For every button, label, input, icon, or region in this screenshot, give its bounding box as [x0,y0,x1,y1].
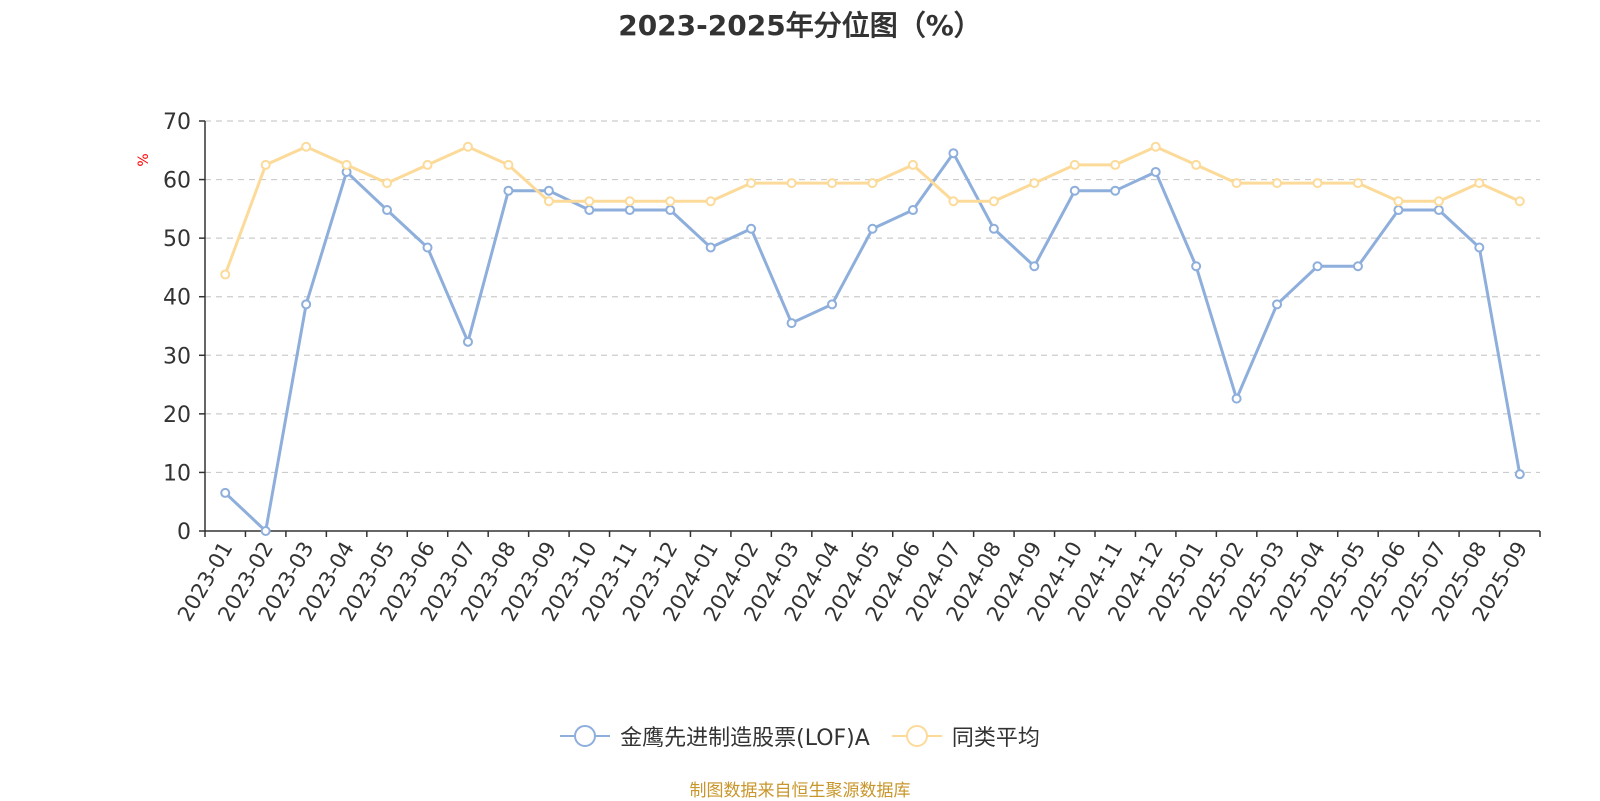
data-point[interactable] [1029,178,1040,189]
data-point[interactable] [341,159,352,170]
data-point[interactable] [1069,185,1080,196]
data-point[interactable] [382,178,393,189]
data-point[interactable] [907,159,918,170]
data-point[interactable] [705,196,716,207]
legend-label-fund: 金鹰先进制造股票(LOF)A [620,726,870,751]
legend-marker-average-icon [891,725,942,747]
axes [199,120,1541,537]
data-point[interactable] [624,205,635,216]
data-point[interactable] [1150,166,1161,177]
data-point[interactable] [543,185,554,196]
data-point[interactable] [220,487,231,498]
data-point[interactable] [1069,159,1080,170]
data-point[interactable] [988,223,999,234]
y-tick-label: 30 [163,344,191,369]
y-tick-label: 40 [163,286,191,311]
data-point[interactable] [1312,178,1323,189]
data-point[interactable] [422,242,433,253]
data-point[interactable] [665,205,676,216]
y-tick-label: 20 [163,403,191,428]
data-point[interactable] [786,178,797,189]
data-point[interactable] [786,318,797,329]
x-tick-labels: 2023-012023-022023-032023-042023-052023-… [173,538,1532,626]
data-point[interactable] [1393,196,1404,207]
legend-item-average[interactable]: 同类平均 [891,720,1040,752]
y-tick-label: 50 [163,227,191,252]
data-point[interactable] [1029,261,1040,272]
data-point[interactable] [1514,469,1525,480]
data-point[interactable] [948,196,959,207]
data-point[interactable] [1352,178,1363,189]
data-point[interactable] [746,223,757,234]
data-point[interactable] [907,205,918,216]
data-point[interactable] [462,336,473,347]
data-point[interactable] [665,196,676,207]
legend-label-average: 同类平均 [951,726,1040,751]
data-point[interactable] [1191,159,1202,170]
data-point[interactable] [1231,393,1242,404]
data-point[interactable] [1312,261,1323,272]
series-line [223,145,1521,275]
series-line [224,151,1522,533]
line-chart: 2023-012023-022023-032023-042023-052023-… [136,110,1541,626]
data-point[interactable] [1514,196,1525,207]
data-point[interactable] [867,223,878,234]
data-point[interactable] [988,196,999,207]
data-point[interactable] [1474,242,1485,253]
data-point[interactable] [584,196,595,207]
data-point[interactable] [746,178,757,189]
y-tick-label: 70 [163,110,191,135]
data-point[interactable] [827,299,838,310]
data-point[interactable] [1110,185,1121,196]
data-point[interactable] [422,159,433,170]
source-note: 制图数据来自恒生聚源数据库 [689,781,911,801]
data-point[interactable] [1231,178,1242,189]
data-point[interactable] [1393,205,1404,216]
y-tick-label: 60 [163,169,191,194]
legend-marker-fund-icon [560,725,611,747]
y-tick-label: 0 [177,520,191,545]
data-point[interactable] [382,205,393,216]
y-axis-label: % [136,153,152,166]
data-point[interactable] [1272,299,1283,310]
data-point[interactable] [260,159,271,170]
data-point[interactable] [301,299,312,310]
data-point[interactable] [948,148,959,159]
series-layer [220,141,1525,536]
data-point[interactable] [503,185,514,196]
data-point[interactable] [1352,261,1363,272]
data-point[interactable] [1474,178,1485,189]
legend-item-fund[interactable]: 金鹰先进制造股票(LOF)A [560,720,870,752]
chart-title: 2023-2025年分位图（%） [618,9,982,42]
data-point[interactable] [705,242,716,253]
y-tick-label: 10 [163,461,191,486]
data-point[interactable] [827,178,838,189]
data-point[interactable] [624,196,635,207]
data-point[interactable] [867,178,878,189]
data-point[interactable] [584,205,595,216]
data-point[interactable] [301,141,312,152]
data-point[interactable] [1150,141,1161,152]
data-point[interactable] [220,269,231,280]
data-point[interactable] [543,196,554,207]
legend: 金鹰先进制造股票(LOF)A 同类平均 [0,720,1600,752]
data-point[interactable] [260,526,271,536]
data-point[interactable] [1433,205,1444,216]
data-point[interactable] [462,141,473,152]
series-1 [220,141,1525,280]
series-0 [220,148,1525,536]
data-point[interactable] [503,159,514,170]
y-tick-labels: 0 10 20 30 40 50 60 70 [163,110,191,545]
data-point[interactable] [1191,261,1202,272]
grid-lines [205,120,1540,474]
data-point[interactable] [1272,178,1283,189]
data-point[interactable] [1433,196,1444,207]
data-point[interactable] [1110,159,1121,170]
